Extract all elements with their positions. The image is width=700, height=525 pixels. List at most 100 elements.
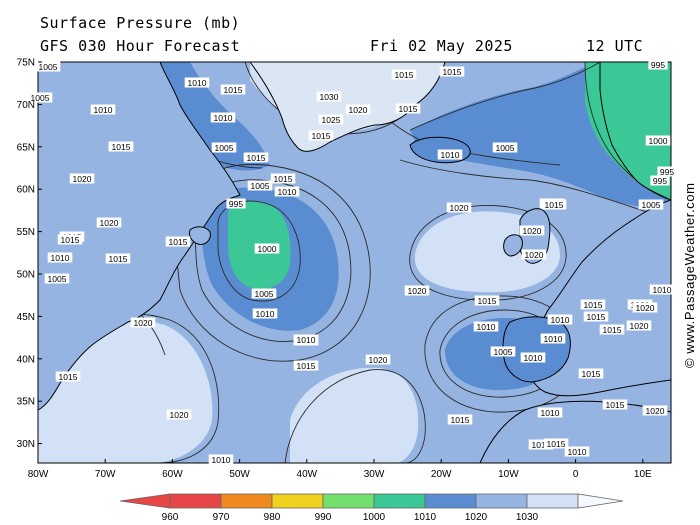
isobar-label: 1015	[443, 67, 462, 77]
isobar-label-box	[540, 333, 566, 344]
isobar-label: 1015	[312, 131, 331, 141]
isobar-label: 1030	[320, 92, 339, 102]
isobar-label-box	[650, 175, 670, 186]
scandinavia-land	[599, 62, 671, 201]
lat-label: 65N	[17, 142, 35, 153]
isobar-label: 1020	[523, 226, 542, 236]
lon-label: 40W	[297, 469, 318, 480]
isobar-label-box	[243, 152, 269, 163]
isobar-label-box	[247, 180, 273, 191]
isobar-label-box	[564, 446, 590, 457]
isobar-label: 1010	[256, 309, 275, 319]
lon-label: 10E	[634, 469, 652, 480]
isobar-label: 1015	[224, 85, 243, 95]
pressure-colorbar: 960 970 980 990 1000 1010 1020 1030	[119, 493, 624, 523]
isobar-label-box	[437, 149, 463, 160]
isobar-label: 1010	[532, 440, 551, 450]
colorbar-segment	[220, 493, 273, 509]
lat-label: 30N	[17, 439, 35, 450]
colorbar-segment	[526, 493, 579, 509]
isobar-label: 1010	[212, 455, 231, 465]
colorbar-segment	[475, 493, 528, 509]
isobar-label: 1005	[255, 289, 274, 299]
colorbar-segment	[424, 493, 477, 509]
colorbar-segment	[169, 493, 222, 509]
isobar-label-box	[90, 104, 116, 115]
isobar-label-box	[130, 317, 156, 328]
lat-label: 60N	[17, 185, 35, 196]
isobar-label: 1010	[541, 408, 560, 418]
isobar-label-box	[365, 354, 391, 365]
isobar-label-box	[473, 321, 499, 332]
lon-label: 50W	[229, 469, 250, 480]
isobar-label-box	[270, 173, 296, 184]
isobar-label-box	[490, 346, 516, 357]
isobar-label: 1010	[544, 334, 563, 344]
lat-label: 50N	[17, 270, 35, 281]
colorbar-tick-label: 980	[264, 512, 281, 523]
isobar-labels: 1005101010151010101510301015101510201025…	[27, 59, 677, 465]
pressure-band-1020-1030-south	[290, 367, 419, 463]
isobar-label: 1010	[477, 322, 496, 332]
colorbar-segment	[373, 493, 426, 509]
isobar-label-box	[474, 295, 500, 306]
lat-label: 45N	[17, 312, 35, 323]
isobar-label-box	[57, 234, 83, 245]
isobar-label-box	[649, 284, 675, 295]
colorbar-tick-label: 1030	[516, 512, 539, 523]
isobar-label-box	[391, 69, 417, 80]
isobar-label-box	[541, 199, 567, 210]
coastlines	[38, 62, 671, 463]
lat-label: 40N	[17, 354, 35, 365]
isobar-label: 1015	[545, 200, 564, 210]
isobar-label: 1020	[100, 218, 119, 228]
lon-label: 10W	[498, 469, 519, 480]
isobar-label-box	[439, 66, 465, 77]
isobar-label-box	[648, 59, 668, 70]
isobar-label-box	[316, 91, 342, 102]
colorbar-segment	[322, 493, 375, 509]
isobar-label: 1015	[247, 153, 266, 163]
isobar-label-box	[47, 252, 73, 263]
isobar-label: 1005	[215, 143, 234, 153]
isobar-label-box	[211, 142, 237, 153]
lat-label: 70N	[17, 100, 35, 111]
colorbar-tick-label: 1000	[363, 512, 386, 523]
isobar-label-box	[632, 302, 658, 313]
isobar-label: 1015	[587, 312, 606, 322]
isobar-label: 1005	[494, 347, 513, 357]
isobar-label: 1005	[496, 143, 515, 153]
colorbar-segment	[271, 493, 324, 509]
isobar-label-box	[210, 112, 236, 123]
isobar-label-box	[404, 285, 430, 296]
isobar-label: 1020	[646, 406, 665, 416]
isobar-label-box	[251, 288, 277, 299]
north-america-land	[38, 62, 241, 411]
isobar-label: 1000	[258, 244, 277, 254]
isobar-label-box	[252, 308, 278, 319]
isobar-label: 1020	[369, 355, 388, 365]
forecast-label: GFS 030 Hour Forecast	[40, 37, 241, 55]
lon-label: 0	[573, 469, 579, 480]
isobar-label: 1020	[73, 174, 92, 184]
isobar-label: 995	[653, 176, 667, 186]
isobar-label-box	[69, 173, 95, 184]
lon-label: 80W	[28, 469, 49, 480]
isobar-label: 1020	[450, 203, 469, 213]
isobar-label-box	[44, 273, 70, 284]
isobar-label-box	[599, 324, 625, 335]
isobar-label: 1015	[547, 439, 566, 449]
isobar-label: 1015	[603, 325, 622, 335]
lon-label: 60W	[162, 469, 183, 480]
isobar-label: 1005	[31, 93, 50, 103]
isobar-label-box	[166, 409, 192, 420]
isobar-label-box	[308, 130, 334, 141]
longitude-axis: 80W 70W 60W 50W 40W 30W 20W 10W 0 10E	[28, 459, 652, 480]
lon-label: 70W	[95, 469, 116, 480]
map-frame	[37, 61, 672, 464]
isobar-label: 1015	[451, 415, 470, 425]
isobar-label: 1005	[39, 62, 58, 72]
isobar-label-box	[108, 141, 134, 152]
isobar-label: 1010	[278, 187, 297, 197]
